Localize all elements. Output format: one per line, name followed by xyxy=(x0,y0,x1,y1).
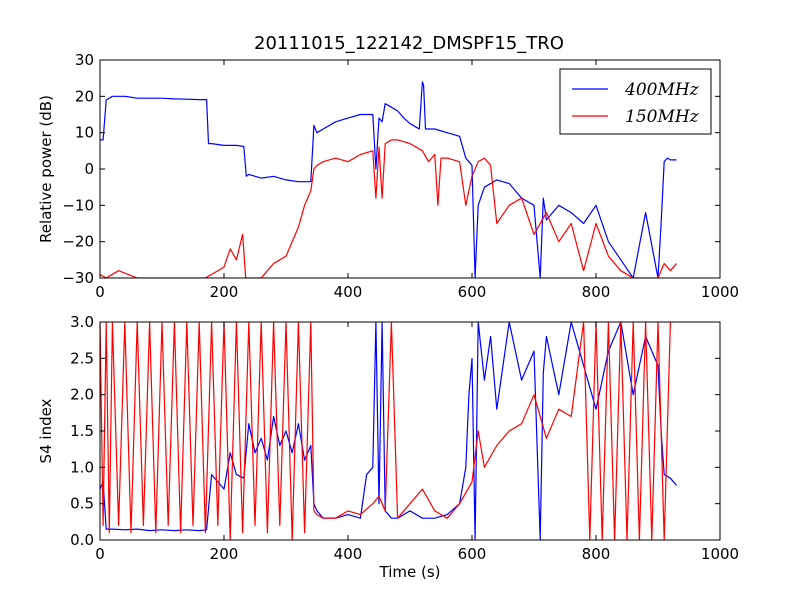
legend-box xyxy=(559,68,712,135)
series-line-400mhz xyxy=(100,81,677,278)
legend-label-400mhz: 400MHz xyxy=(624,80,700,100)
x-tick-label: 400 xyxy=(334,545,363,563)
x-tick-label: 0 xyxy=(95,283,105,301)
y-axis-label: Relative power (dB) xyxy=(37,95,55,243)
x-tick-label: 200 xyxy=(210,283,239,301)
x-tick-label: 400 xyxy=(334,283,363,301)
series-line-400mhz xyxy=(100,322,678,540)
x-tick-label: 600 xyxy=(458,545,487,563)
y-tick-label: 3.0 xyxy=(70,313,94,331)
chart-title: 20111015_122142_DMSPF15_TRO xyxy=(254,33,564,54)
s4-panel: 0 200 400 600 800 1000 0.0 0.5 1.0 1.5 2.0 2.5 3.0 S4… xyxy=(37,313,739,581)
y-tick-label: 0.0 xyxy=(70,531,94,549)
y-tick-label: 1.5 xyxy=(70,422,94,440)
y-tick-label: −20 xyxy=(62,233,94,251)
x-tick-label: 1000 xyxy=(701,545,739,563)
y-axis-label: S4 index xyxy=(37,398,55,463)
series-line-150mhz xyxy=(100,322,671,540)
y-tick-label: 0.5 xyxy=(70,495,94,513)
y-tick-label: 2.0 xyxy=(70,386,94,404)
x-tick-label: 1000 xyxy=(701,283,739,301)
series-line-150mhz xyxy=(100,139,678,278)
x-tick-label: 800 xyxy=(582,283,611,301)
x-tick-label: 200 xyxy=(210,545,239,563)
power-panel: 0 200 400 600 800 1000 −30 −20 −10 0 10 20 30 Relativ… xyxy=(37,51,739,301)
y-tick-label: −30 xyxy=(62,269,94,287)
y-tick-label: 20 xyxy=(75,87,94,105)
x-tick-label: 600 xyxy=(458,283,487,301)
y-tick-label: 10 xyxy=(75,124,94,142)
y-tick-label: 2.5 xyxy=(70,349,94,367)
legend-label-150mhz: 150MHz xyxy=(625,107,700,127)
y-tick-label: 0 xyxy=(84,160,94,178)
x-axis-label: Time (s) xyxy=(379,563,441,581)
y-tick-label: 30 xyxy=(75,51,94,69)
y-tick-label: 1.0 xyxy=(70,458,94,476)
x-tick-label: 800 xyxy=(582,545,611,563)
x-tick-label: 0 xyxy=(95,545,105,563)
y-tick-label: −10 xyxy=(62,196,94,214)
